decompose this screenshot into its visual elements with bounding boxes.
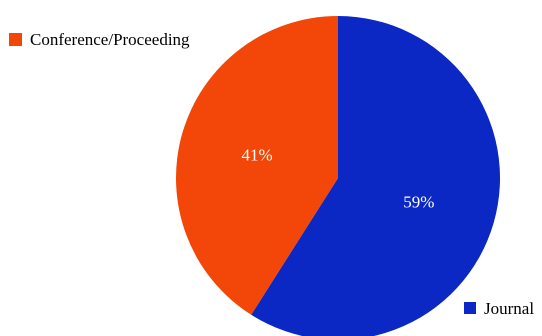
legend-item-journal: Journal (464, 299, 534, 318)
data-label-conference: 41% (242, 145, 273, 164)
legend-label-conference: Conference/Proceeding (30, 30, 190, 49)
pie-slice-journal (251, 16, 500, 336)
legend-swatch-journal (464, 302, 476, 314)
pie-slice-labels: 59% 41% (242, 145, 435, 211)
legend-item-conference: Conference/Proceeding (9, 30, 190, 49)
pie-slice-conference (176, 16, 338, 315)
legend-label-journal: Journal (484, 299, 534, 318)
data-label-journal: 59% (403, 193, 434, 212)
legend-swatch-conference (9, 33, 22, 46)
pie-slices (176, 16, 500, 336)
